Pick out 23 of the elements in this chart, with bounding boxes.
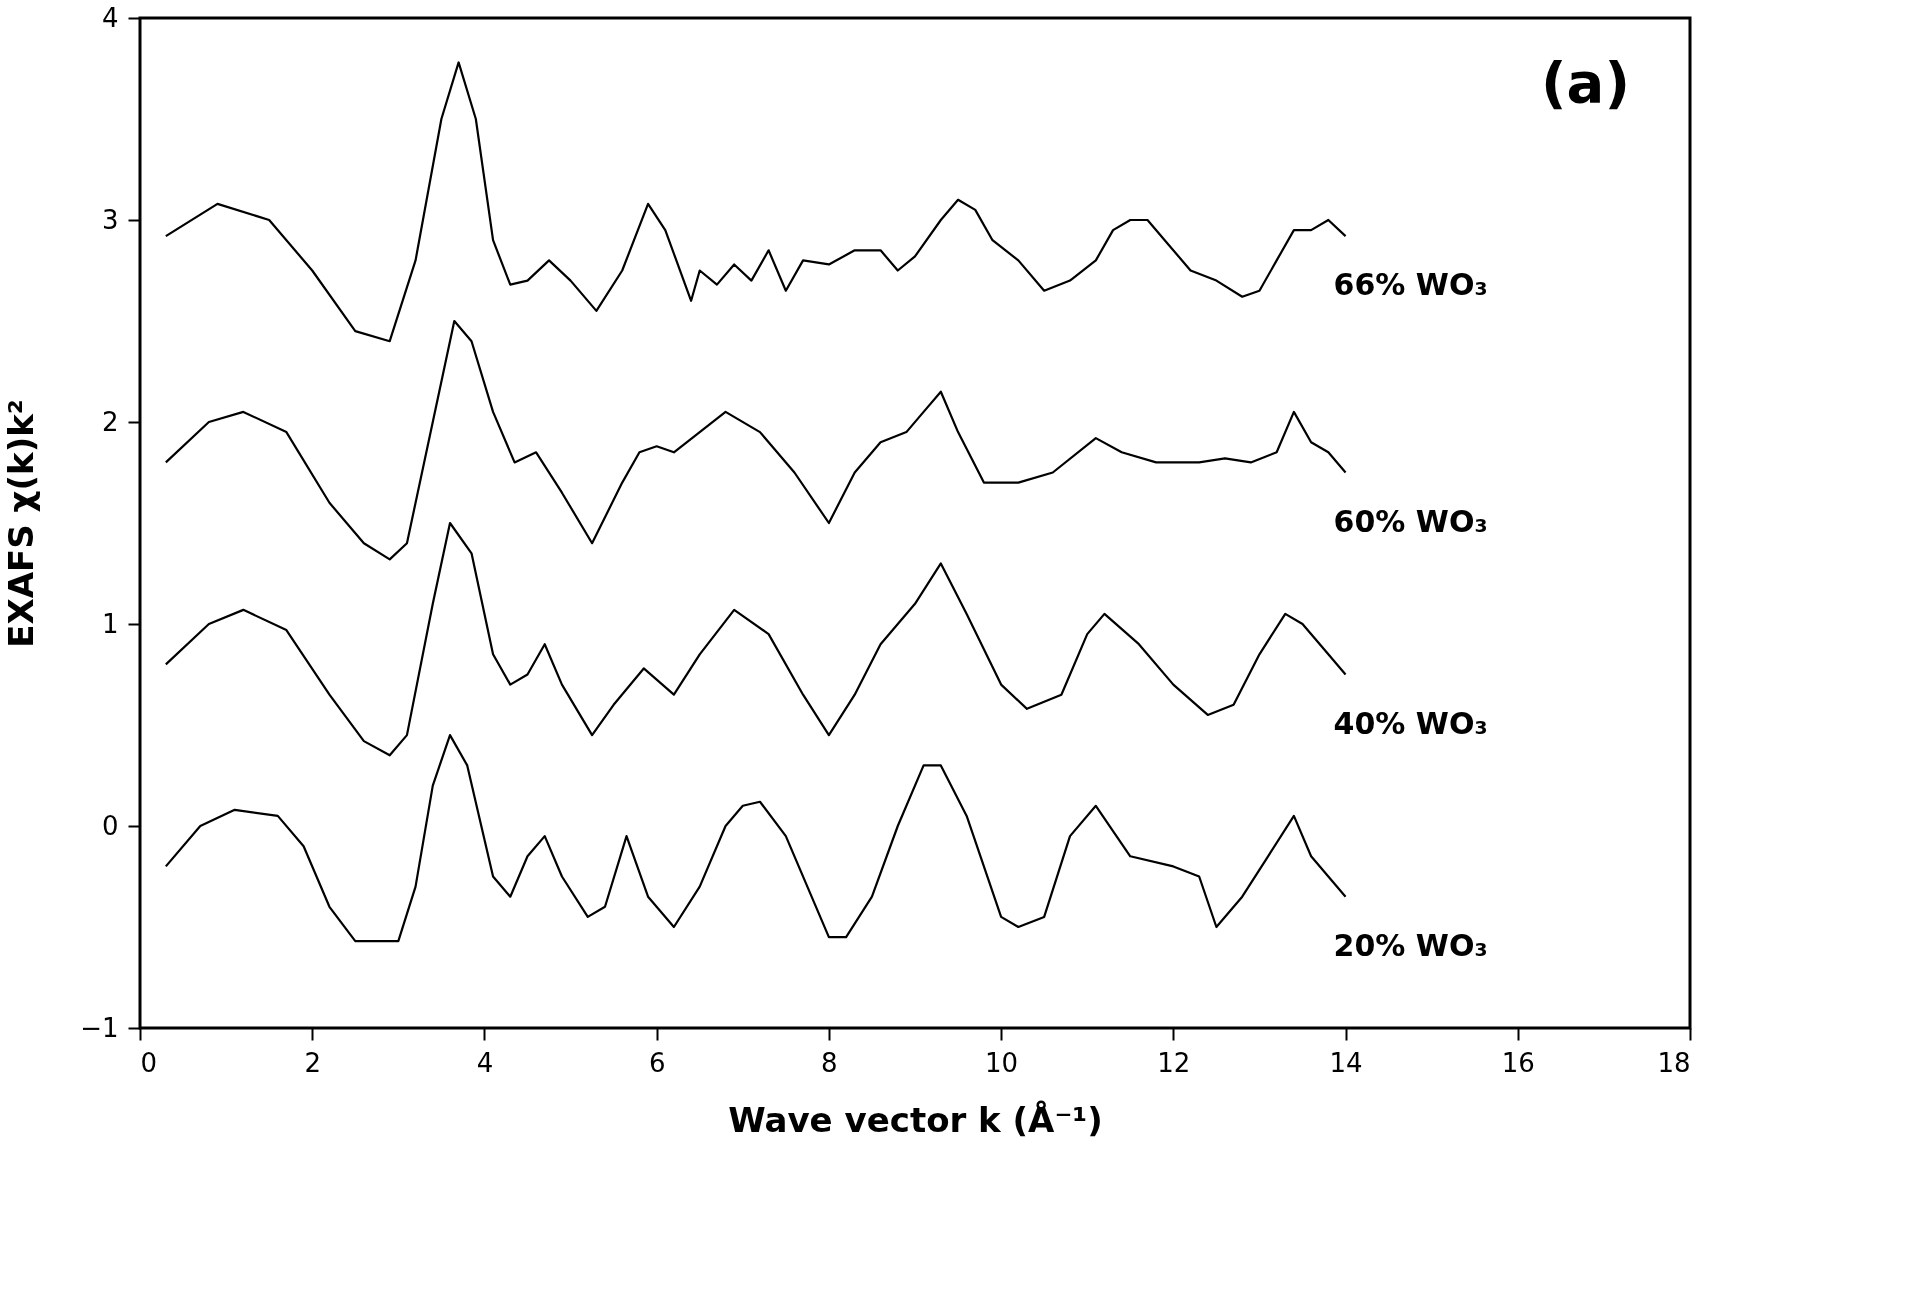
series-label: 60% WO₃ xyxy=(1333,503,1488,539)
y-axis-title: EXAFS χ(k)k² xyxy=(1,399,42,648)
x-tick-label: 0 xyxy=(140,1047,158,1078)
x-tick-label: 14 xyxy=(1329,1047,1363,1078)
x-tick-label: 2 xyxy=(304,1047,321,1078)
series-label: 66% WO₃ xyxy=(1333,267,1488,303)
y-tick-label: 0 xyxy=(101,810,119,841)
x-tick-label: 12 xyxy=(1157,1047,1191,1078)
y-tick-label: 4 xyxy=(101,2,119,33)
y-tick-label: 2 xyxy=(101,406,119,437)
y-tick-label: −1 xyxy=(80,1012,119,1043)
x-tick-label: 4 xyxy=(476,1047,494,1078)
x-tick-label: 18 xyxy=(1657,1047,1691,1078)
x-tick-label: 10 xyxy=(985,1047,1019,1078)
x-tick-label: 8 xyxy=(821,1047,838,1078)
series-label: 40% WO₃ xyxy=(1333,705,1488,741)
x-tick-label: 6 xyxy=(648,1047,666,1078)
x-tick-label: 16 xyxy=(1501,1047,1535,1078)
y-tick-label: 3 xyxy=(101,204,119,235)
x-axis-title: Wave vector k (Å⁻¹) xyxy=(728,1099,1103,1140)
series-label: 20% WO₃ xyxy=(1333,927,1488,963)
y-tick-label: 1 xyxy=(101,608,119,639)
annotation: (a) xyxy=(1541,50,1630,115)
